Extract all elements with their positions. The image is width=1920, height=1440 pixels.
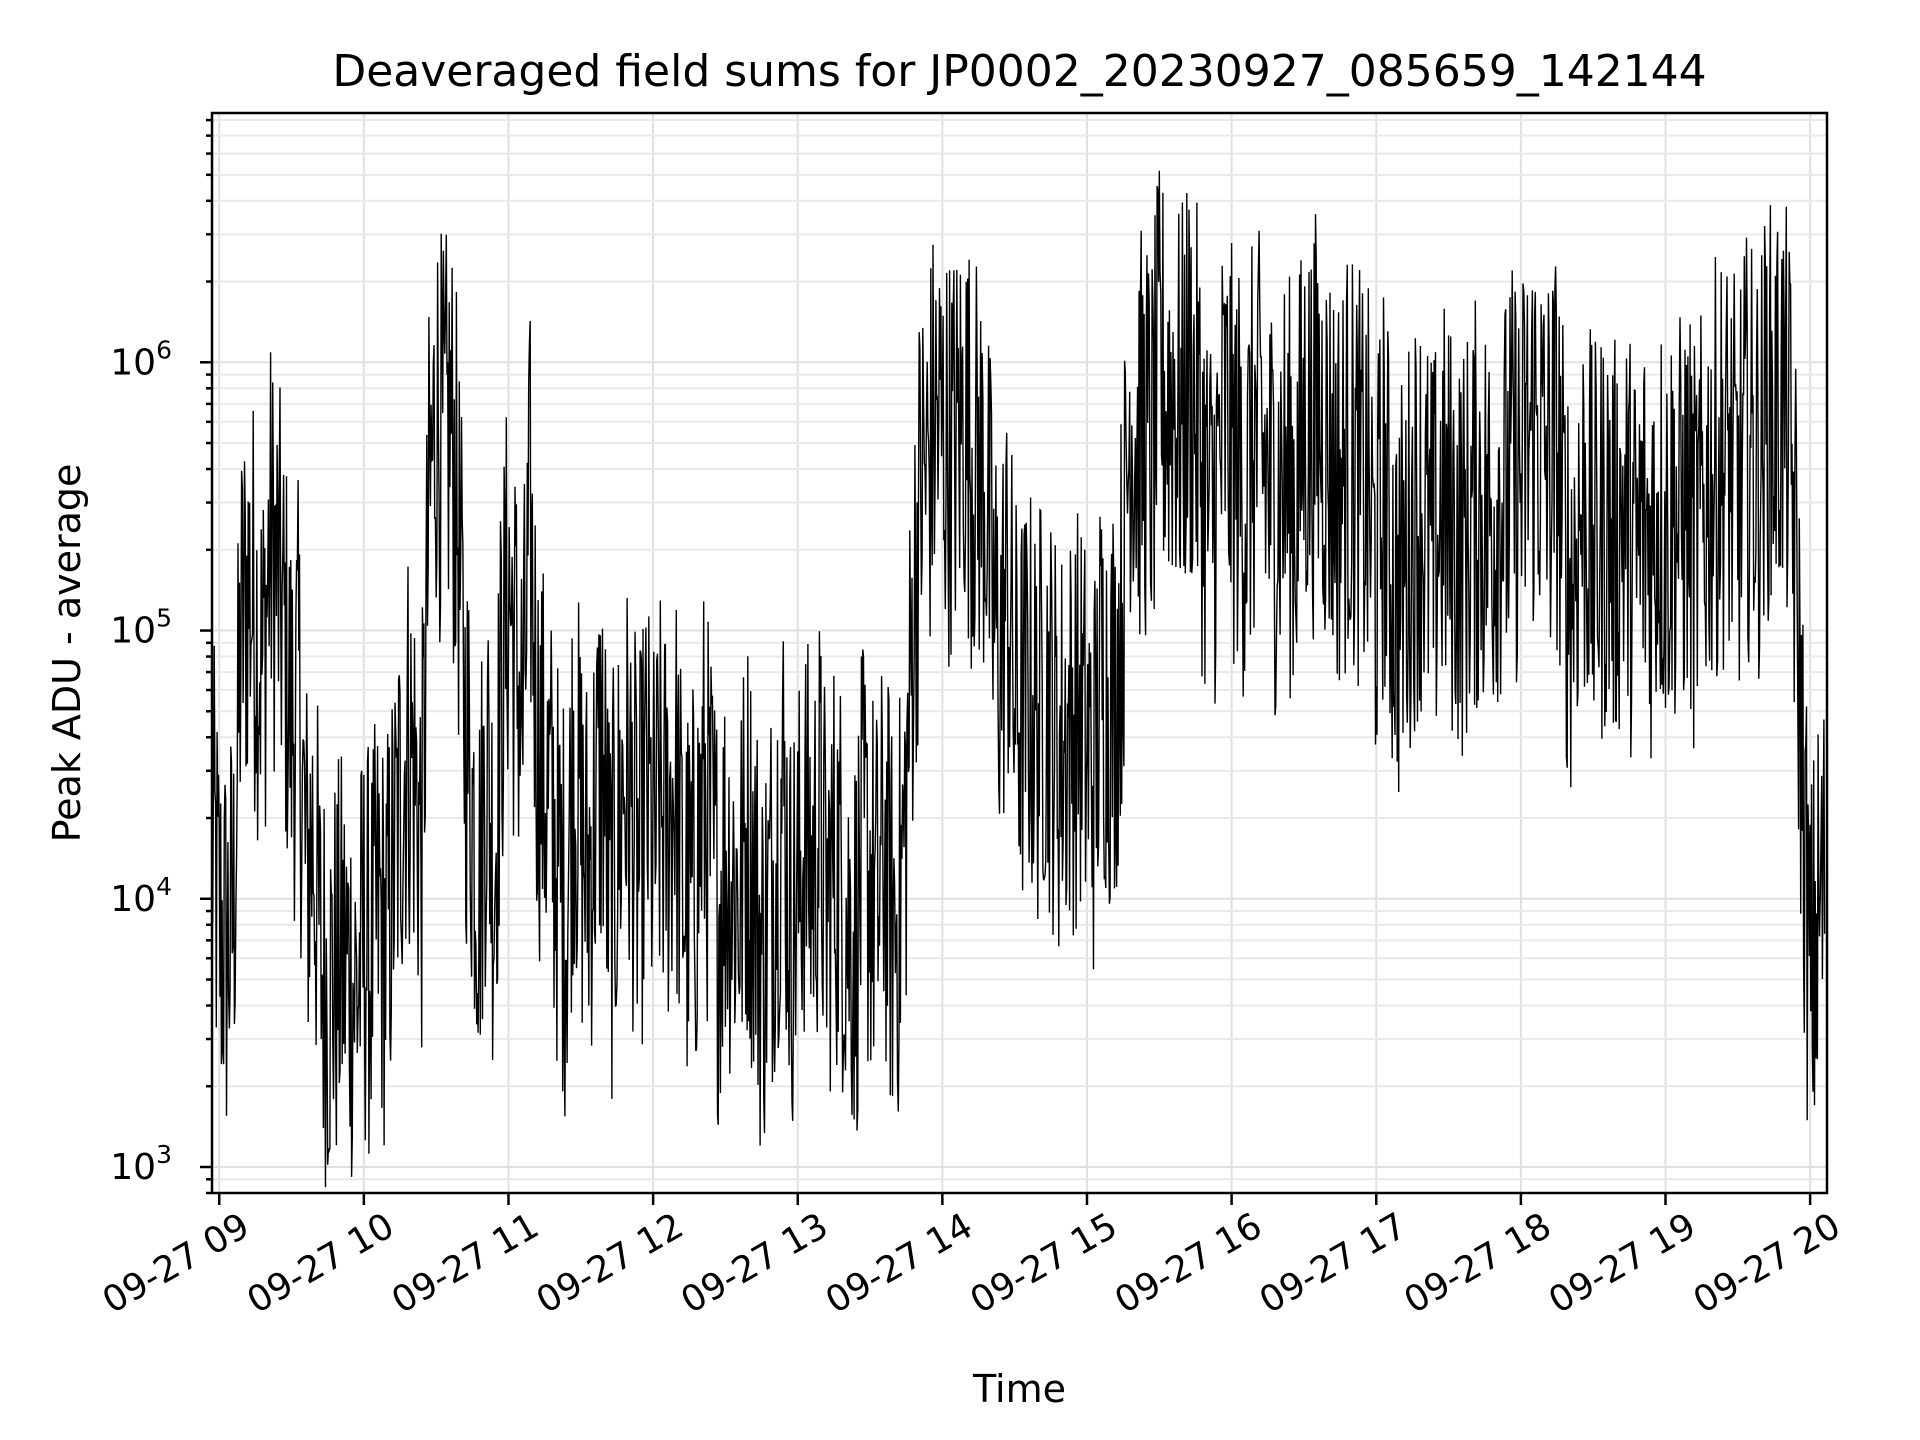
x-tick-label: 09-27 17	[1253, 1205, 1414, 1321]
y-axis-ticks: 103 104 105 106	[110, 118, 212, 1195]
x-tick-label: 09-27 12	[530, 1205, 691, 1321]
x-tick-label: 09-27 11	[385, 1205, 546, 1321]
x-axis-label: Time	[972, 1367, 1066, 1411]
x-tick-label: 09-27 18	[1397, 1205, 1558, 1321]
x-tick-label: 09-27 20	[1687, 1205, 1848, 1321]
series-layer	[211, 170, 1826, 1188]
y-tick-label: 103	[110, 1140, 172, 1188]
y-tick-label: 106	[110, 335, 172, 383]
x-tick-label: 09-27 19	[1542, 1205, 1703, 1321]
x-tick-label: 09-27 09	[96, 1205, 257, 1321]
x-tick-label: 09-27 10	[240, 1205, 401, 1321]
x-tick-label: 09-27 13	[674, 1205, 835, 1321]
plot-frame	[210, 111, 1829, 1195]
x-tick-label: 09-27 16	[1108, 1205, 1269, 1321]
y-tick-label: 105	[110, 604, 172, 652]
series-line	[211, 170, 1826, 1188]
y-axis-label: Peak ADU - average	[45, 464, 89, 843]
x-tick-label: 09-27 15	[964, 1205, 1125, 1321]
chart-title: Deaveraged field sums for JP0002_2023092…	[332, 46, 1706, 97]
x-tick-label: 09-27 14	[819, 1205, 980, 1321]
y-tick-label: 104	[110, 872, 172, 920]
